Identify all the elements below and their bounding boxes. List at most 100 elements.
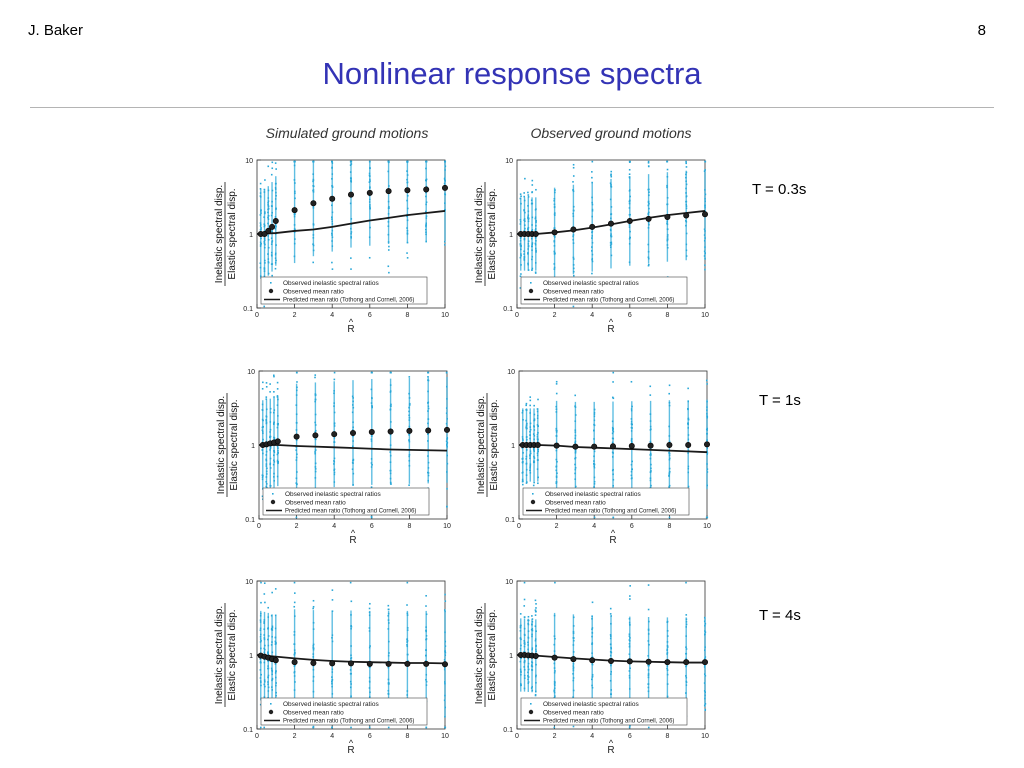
observed-mean-marker [329, 660, 336, 667]
predicted-mean-line [259, 444, 448, 452]
scatter-point [406, 252, 408, 254]
observed-mean-marker [626, 217, 633, 224]
scatter-point [267, 165, 270, 168]
scatter-point [531, 184, 534, 186]
scatter-point [265, 382, 268, 384]
scatter-point [520, 273, 522, 275]
scatter-point [612, 381, 614, 383]
scatter-point [425, 594, 427, 597]
scatter-point [529, 399, 532, 402]
x-axis-label: R [609, 535, 616, 546]
legend-scatter-symbol [530, 703, 532, 705]
y-axis-label-denominator: Elastic spectral disp. [227, 188, 238, 279]
scatter-point [647, 161, 650, 164]
scatter-point [444, 593, 446, 596]
scatter-point [331, 261, 333, 264]
y-tick-label: 0.1 [243, 727, 253, 734]
scatter-point [534, 693, 537, 696]
y-tick-label: 1 [509, 232, 513, 239]
y-tick-label: 1 [249, 232, 253, 239]
legend-scatter-label: Observed inelastic spectral ratios [545, 491, 641, 498]
observed-mean-marker [589, 223, 596, 230]
observed-mean-marker [272, 217, 279, 224]
scatter-point [668, 392, 671, 395]
page-number: 8 [977, 22, 986, 39]
scatter-point [276, 395, 279, 397]
x-tick-label: 4 [332, 523, 336, 530]
observed-mean-marker [683, 212, 690, 219]
scatter-point [350, 257, 352, 259]
scatter-point [628, 168, 631, 171]
scatter-point [270, 173, 273, 176]
y-axis-label-numerator: Inelastic spectral disp. [474, 606, 485, 704]
observed-mean-marker [626, 658, 633, 665]
scatter-point [647, 264, 650, 267]
legend-scatter-label: Observed inelastic spectral ratios [543, 701, 639, 708]
observed-mean-marker [532, 231, 539, 238]
scatter-point [591, 171, 593, 173]
scatter-point [521, 480, 524, 483]
scatter-point [427, 371, 429, 374]
x-axis-label-accent: ^ [609, 738, 614, 748]
scatter-point [425, 605, 427, 607]
x-tick-label: 6 [630, 523, 634, 530]
observed-mean-marker [274, 438, 281, 445]
scatter-point [293, 592, 296, 594]
legend-box [260, 276, 428, 305]
scatter-point [523, 598, 526, 601]
scatter-point [535, 607, 537, 609]
scatter-point [706, 516, 709, 519]
scatter-point [612, 397, 615, 400]
scatter-point [296, 381, 298, 383]
observed-mean-marker [425, 427, 432, 434]
scatter-point [522, 483, 524, 486]
scatter-point [260, 601, 262, 604]
x-tick-label: 4 [590, 733, 594, 740]
observed-mean-marker [385, 188, 392, 195]
observed-mean-marker [534, 441, 541, 448]
scatter-point [264, 601, 266, 604]
scatter-point [312, 599, 315, 602]
scatter-point [628, 726, 631, 729]
column-title-observed: Observed ground motions [530, 125, 692, 141]
scatter-point [704, 264, 706, 267]
scatter-point [610, 175, 613, 178]
scatter-point [275, 168, 277, 170]
legend-box [522, 487, 690, 516]
scatter-point [610, 615, 612, 617]
y-tick-label: 1 [511, 443, 515, 450]
observed-mean-marker [628, 442, 635, 449]
scatter-point [523, 192, 525, 194]
scatter-point [666, 168, 669, 171]
scatter-point [333, 378, 336, 381]
legend-scatter-label: Observed inelastic spectral ratios [283, 280, 379, 287]
observed-mean-marker [441, 661, 448, 668]
scatter-point [555, 380, 558, 383]
chart-panel-3: 10 1 0.10 2 4 6 8 10 ^R Inelastic spectral disp. E… [476, 369, 711, 546]
legend-scatter-symbol [532, 493, 534, 495]
observed-mean-marker [609, 443, 616, 450]
scatter-point [387, 608, 390, 611]
scatter-point [388, 271, 390, 274]
observed-mean-marker [570, 656, 577, 663]
scatter-point [370, 515, 373, 518]
scatter-point [312, 261, 315, 264]
scatter-point [406, 257, 409, 259]
scatter-point [687, 387, 689, 390]
observed-mean-marker [664, 659, 671, 666]
chart-panel-4: 10 1 0.10 2 4 6 8 10 ^R Inelastic spectral disp. E… [214, 579, 449, 756]
observed-mean-marker [423, 660, 430, 667]
x-tick-label: 6 [628, 312, 632, 319]
scatter-point [531, 191, 533, 194]
scatter-point [271, 274, 273, 277]
scatter-point [553, 726, 556, 729]
scatter-point [572, 725, 575, 728]
observed-mean-marker [291, 207, 298, 214]
scatter-point [535, 188, 537, 191]
scatter-point [273, 374, 275, 377]
scatter-point [519, 613, 522, 615]
x-tick-label: 0 [257, 523, 261, 530]
y-tick-label: 10 [505, 158, 513, 165]
scatter-point [647, 726, 650, 729]
legend-box [520, 697, 688, 726]
